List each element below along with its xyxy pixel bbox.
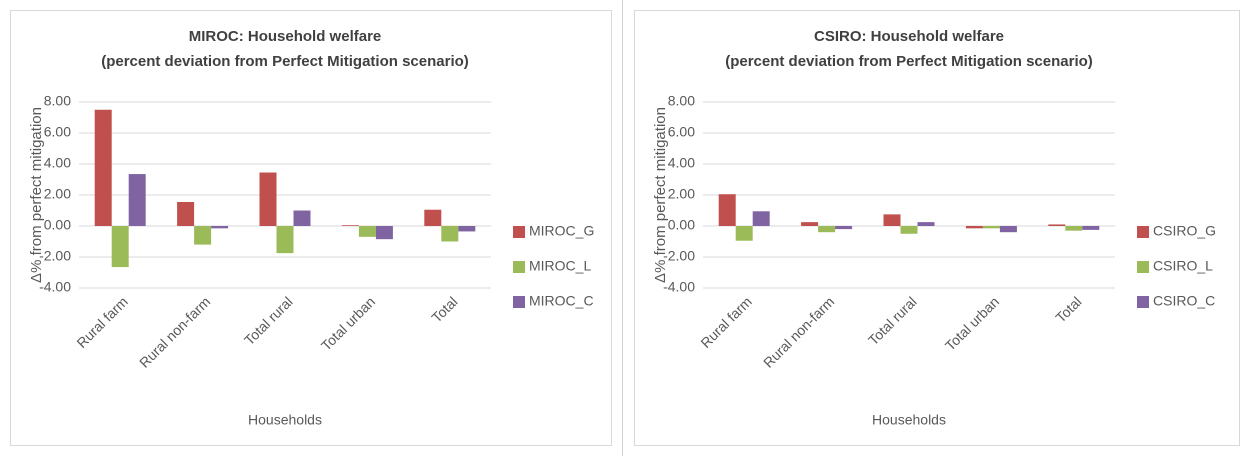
bar <box>177 201 195 226</box>
bar <box>358 226 376 237</box>
bar <box>999 226 1017 233</box>
bar <box>917 222 935 226</box>
bar <box>1065 226 1083 231</box>
y-tick-label: 4.00 <box>668 155 695 171</box>
y-axis-label: Δ% from perfect mitigation <box>28 107 45 283</box>
y-tick-label: -4.00 <box>39 279 71 295</box>
bar <box>341 225 359 226</box>
y-tick-label: -2.00 <box>39 248 71 264</box>
chart-subtitle: (percent deviation from Perfect Mitigati… <box>725 53 1093 70</box>
bar <box>900 226 918 234</box>
legend-swatch <box>513 296 525 308</box>
bar <box>375 226 393 240</box>
legend-swatch <box>513 226 525 238</box>
bar <box>982 226 1000 229</box>
bar <box>293 210 311 226</box>
x-tick-label: Rural non-farm <box>760 293 837 370</box>
bar <box>1082 226 1100 230</box>
x-tick-label: Total <box>428 293 460 325</box>
bar <box>211 226 229 229</box>
legend-swatch <box>513 261 525 273</box>
x-tick-label: Rural farm <box>73 293 131 351</box>
y-tick-label: -4.00 <box>663 279 695 295</box>
bar <box>259 172 277 226</box>
legend-label: CSIRO_C <box>1153 293 1215 309</box>
chart-title: CSIRO: Household welfare <box>814 28 1004 45</box>
legend-swatch <box>1137 296 1149 308</box>
legend-label: CSIRO_G <box>1153 223 1216 239</box>
bar <box>818 226 836 233</box>
y-axis-label: Δ% from perfect mitigation <box>652 107 669 283</box>
y-tick-label: 0.00 <box>668 217 695 233</box>
y-tick-label: 2.00 <box>668 186 695 202</box>
chart: MIROC: Household welfare (percent deviati… <box>10 10 612 446</box>
bar <box>458 226 476 232</box>
bar <box>111 226 129 268</box>
bar <box>424 209 442 226</box>
legend-label: CSIRO_L <box>1153 258 1213 274</box>
bar <box>1048 224 1066 226</box>
legend-swatch <box>1137 261 1149 273</box>
bar <box>883 214 901 226</box>
chart-subtitle: (percent deviation from Perfect Mitigati… <box>101 53 469 70</box>
bar <box>276 226 294 254</box>
legend-label: MIROC_L <box>529 258 591 274</box>
bar <box>801 222 819 226</box>
x-tick-label: Rural non-farm <box>136 293 213 370</box>
y-tick-label: 8.00 <box>44 93 71 109</box>
y-tick-label: 4.00 <box>44 155 71 171</box>
bar <box>94 109 112 226</box>
x-tick-label: Total rural <box>865 293 920 348</box>
legend-swatch <box>1137 226 1149 238</box>
legend-label: MIROC_G <box>529 223 594 239</box>
x-tick-label: Total <box>1052 293 1084 325</box>
y-tick-label: -2.00 <box>663 248 695 264</box>
x-tick-label: Total urban <box>942 293 1002 353</box>
bar <box>835 226 853 230</box>
chart: CSIRO: Household welfare (percent deviati… <box>634 10 1240 446</box>
y-tick-label: 8.00 <box>668 93 695 109</box>
y-tick-label: 2.00 <box>44 186 71 202</box>
chart-title: MIROC: Household welfare <box>189 28 382 45</box>
bar <box>752 211 770 226</box>
bar <box>965 226 983 229</box>
divider <box>622 0 623 456</box>
bar <box>735 226 753 241</box>
y-tick-label: 0.00 <box>44 217 71 233</box>
legend-label: MIROC_C <box>529 293 594 309</box>
x-tick-label: Total urban <box>318 293 378 353</box>
x-axis-label: Households <box>872 412 946 428</box>
x-axis-label: Households <box>248 412 322 428</box>
bar <box>128 174 146 226</box>
x-tick-label: Total rural <box>241 293 296 348</box>
bar <box>194 226 212 245</box>
y-tick-label: 6.00 <box>668 124 695 140</box>
x-tick-label: Rural farm <box>697 293 755 351</box>
bar <box>718 194 736 226</box>
y-tick-label: 6.00 <box>44 124 71 140</box>
bar <box>441 226 459 242</box>
